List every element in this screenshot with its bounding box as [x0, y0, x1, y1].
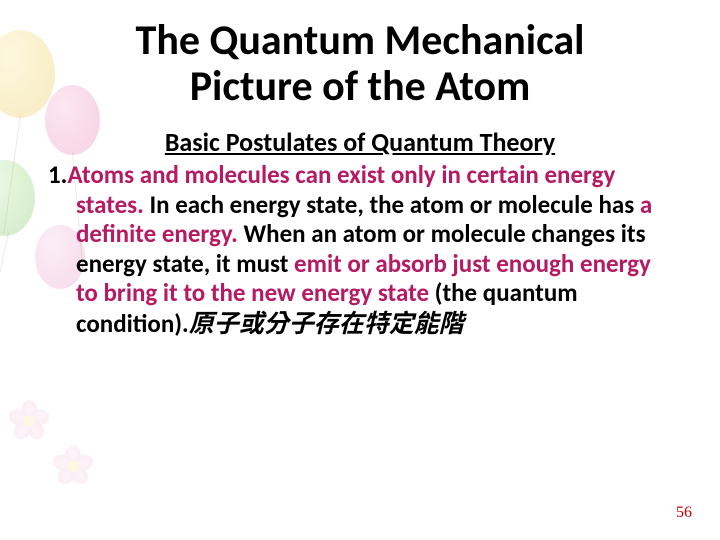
slide-subtitle: Basic Postulates of Quantum Theory [48, 126, 672, 158]
postulate-1: 1.Atoms and molecules can exist only in … [48, 160, 672, 338]
list-marker: 1. [48, 159, 68, 190]
page-number: 56 [676, 504, 692, 522]
slide-title: The Quantum Mechanical Picture of the At… [70, 18, 650, 110]
cjk-annotation: 原子或分子存在特定能階 [189, 304, 464, 340]
slide-content: The Quantum Mechanical Picture of the At… [0, 0, 720, 540]
body-text: In each energy state, the atom or molecu… [144, 189, 640, 220]
